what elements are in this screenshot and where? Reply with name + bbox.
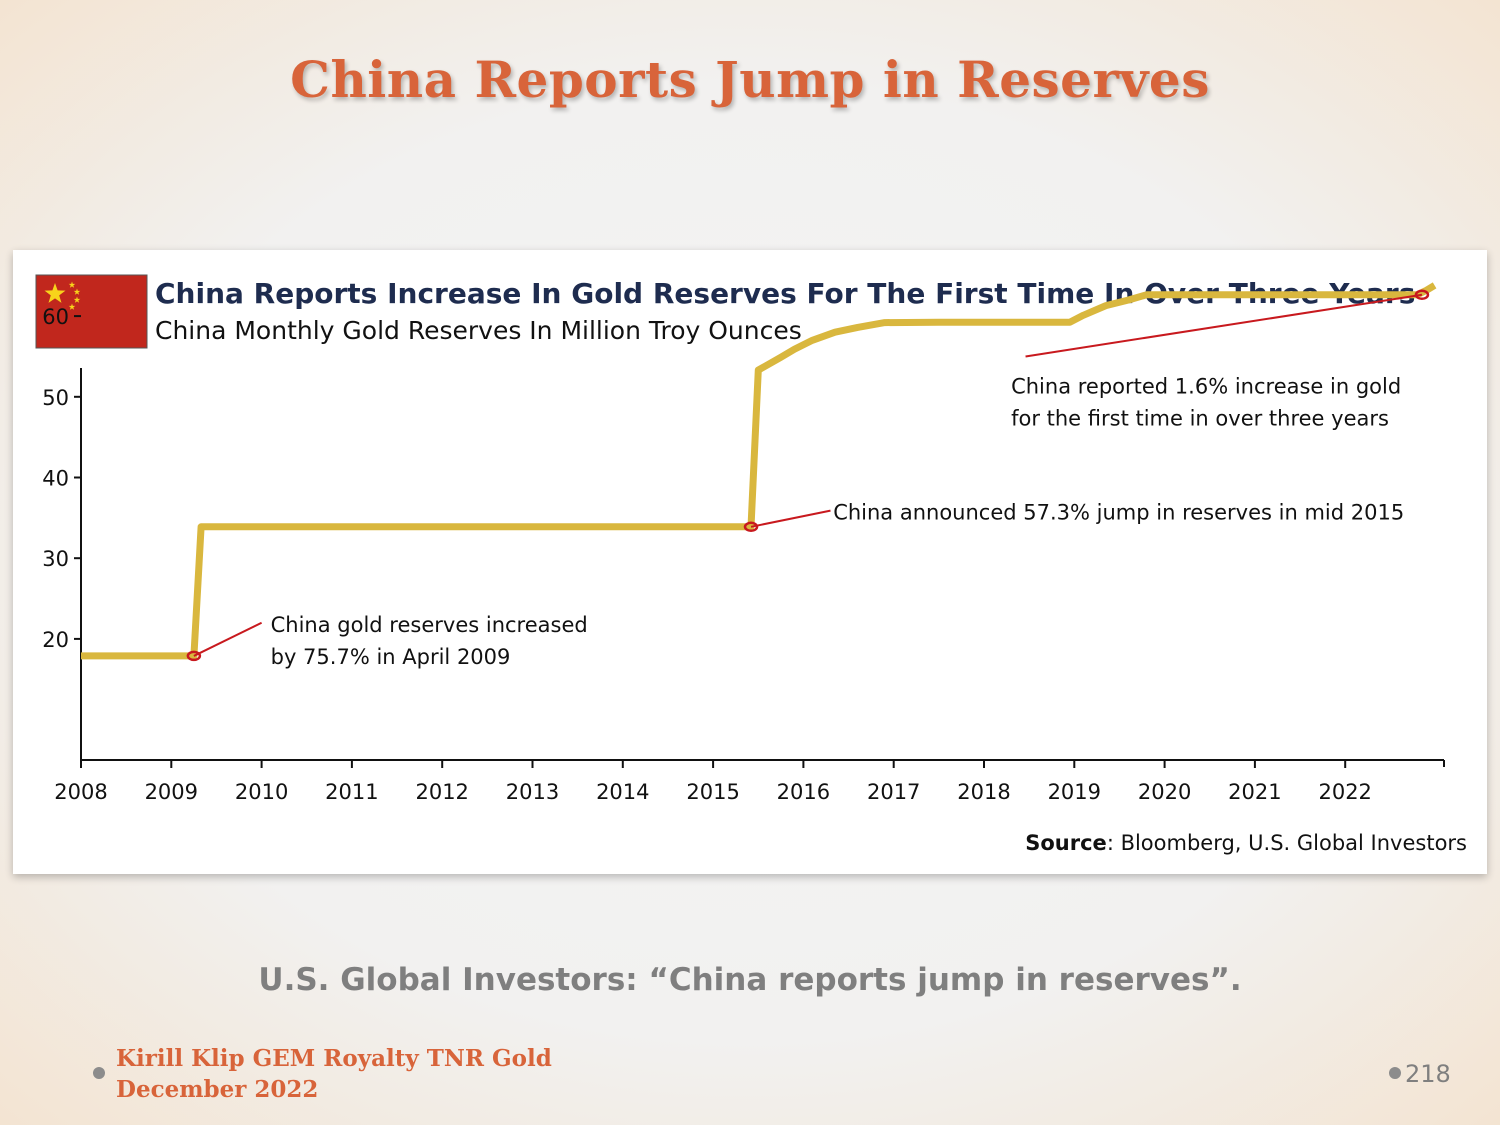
page-bullet-icon bbox=[1389, 1067, 1401, 1079]
flag-small-star bbox=[68, 281, 76, 288]
data-point-marker bbox=[743, 521, 759, 533]
slide-title: China Reports Jump in Reserves bbox=[290, 50, 1210, 109]
chart-subtitle: China Monthly Gold Reserves In Million T… bbox=[155, 316, 802, 345]
series-line-gold-reserves bbox=[81, 282, 1437, 660]
gold-reserves-chart: China Reports Increase In Gold Reserves … bbox=[35, 274, 1467, 855]
x-tick-label: 2014 bbox=[596, 780, 649, 804]
source-text: : Bloomberg, U.S. Global Investors bbox=[1107, 831, 1467, 855]
y-tick-label: 50 bbox=[42, 386, 69, 410]
chart-card: China Reports Increase In Gold Reserves … bbox=[13, 250, 1487, 874]
y-tick-label: 40 bbox=[42, 467, 69, 491]
x-tick-label: 2012 bbox=[415, 780, 468, 804]
x-tick-label: 2022 bbox=[1318, 780, 1371, 804]
x-tick-label: 2019 bbox=[1048, 780, 1101, 804]
x-tick-label: 2009 bbox=[145, 780, 198, 804]
chart-series bbox=[81, 282, 1437, 660]
flag-small-star bbox=[73, 288, 81, 295]
flag-small-star bbox=[73, 296, 81, 303]
data-point-marker bbox=[1414, 289, 1430, 301]
x-tick-label: 2017 bbox=[867, 780, 920, 804]
footer-author-line1: Kirill Klip GEM Royalty TNR Gold bbox=[116, 1045, 552, 1072]
x-tick-label: 2016 bbox=[777, 780, 830, 804]
annotation-text: by 75.7% in April 2009 bbox=[271, 645, 511, 669]
page-number: 218 bbox=[1405, 1060, 1451, 1088]
x-tick-label: 2011 bbox=[325, 780, 378, 804]
y-tick-label: 20 bbox=[42, 628, 69, 652]
x-tick-label: 2010 bbox=[235, 780, 288, 804]
x-tick-label: 2013 bbox=[506, 780, 559, 804]
footer-author-line2: December 2022 bbox=[116, 1076, 319, 1103]
annotation-text: for the first time in over three years bbox=[1011, 407, 1389, 431]
chart-source: Source: Bloomberg, U.S. Global Investors bbox=[1025, 831, 1467, 855]
y-tick-label: 30 bbox=[42, 547, 69, 571]
china-flag-icon bbox=[35, 274, 148, 349]
chart-axes: 20 30 40 50 60 2008 2009 2010 2011 2012 2013 2014 20… bbox=[42, 305, 1445, 804]
slide-caption: U.S. Global Investors: “China reports ju… bbox=[258, 962, 1242, 998]
footer-author: Kirill Klip GEM Royalty TNR Gold Decembe… bbox=[116, 1043, 552, 1105]
flag-small-star bbox=[68, 303, 76, 310]
x-tick-label: 2008 bbox=[54, 780, 107, 804]
x-tick-label: 2020 bbox=[1138, 780, 1191, 804]
annotation-text: China announced 57.3% jump in reserves i… bbox=[833, 501, 1404, 525]
x-tick-label: 2021 bbox=[1228, 780, 1281, 804]
x-tick-label: 2018 bbox=[957, 780, 1010, 804]
footer-bullet-icon bbox=[93, 1067, 105, 1079]
x-tick-label: 2015 bbox=[686, 780, 739, 804]
annotation-text: China gold reserves increased bbox=[271, 613, 588, 637]
y-tick-label: 60 bbox=[42, 305, 69, 329]
annotation-leader-line bbox=[1025, 293, 1423, 358]
annotation-leader-line bbox=[750, 509, 831, 528]
flag-big-star bbox=[44, 283, 66, 303]
annotation-leader-line bbox=[193, 621, 263, 657]
chart-annotations: China gold reserves increased by 75.7% in… bbox=[186, 289, 1430, 669]
annotation-text: China reported 1.6% increase in gold bbox=[1011, 375, 1401, 399]
data-point-marker bbox=[186, 650, 202, 662]
source-label: Source bbox=[1025, 831, 1107, 855]
